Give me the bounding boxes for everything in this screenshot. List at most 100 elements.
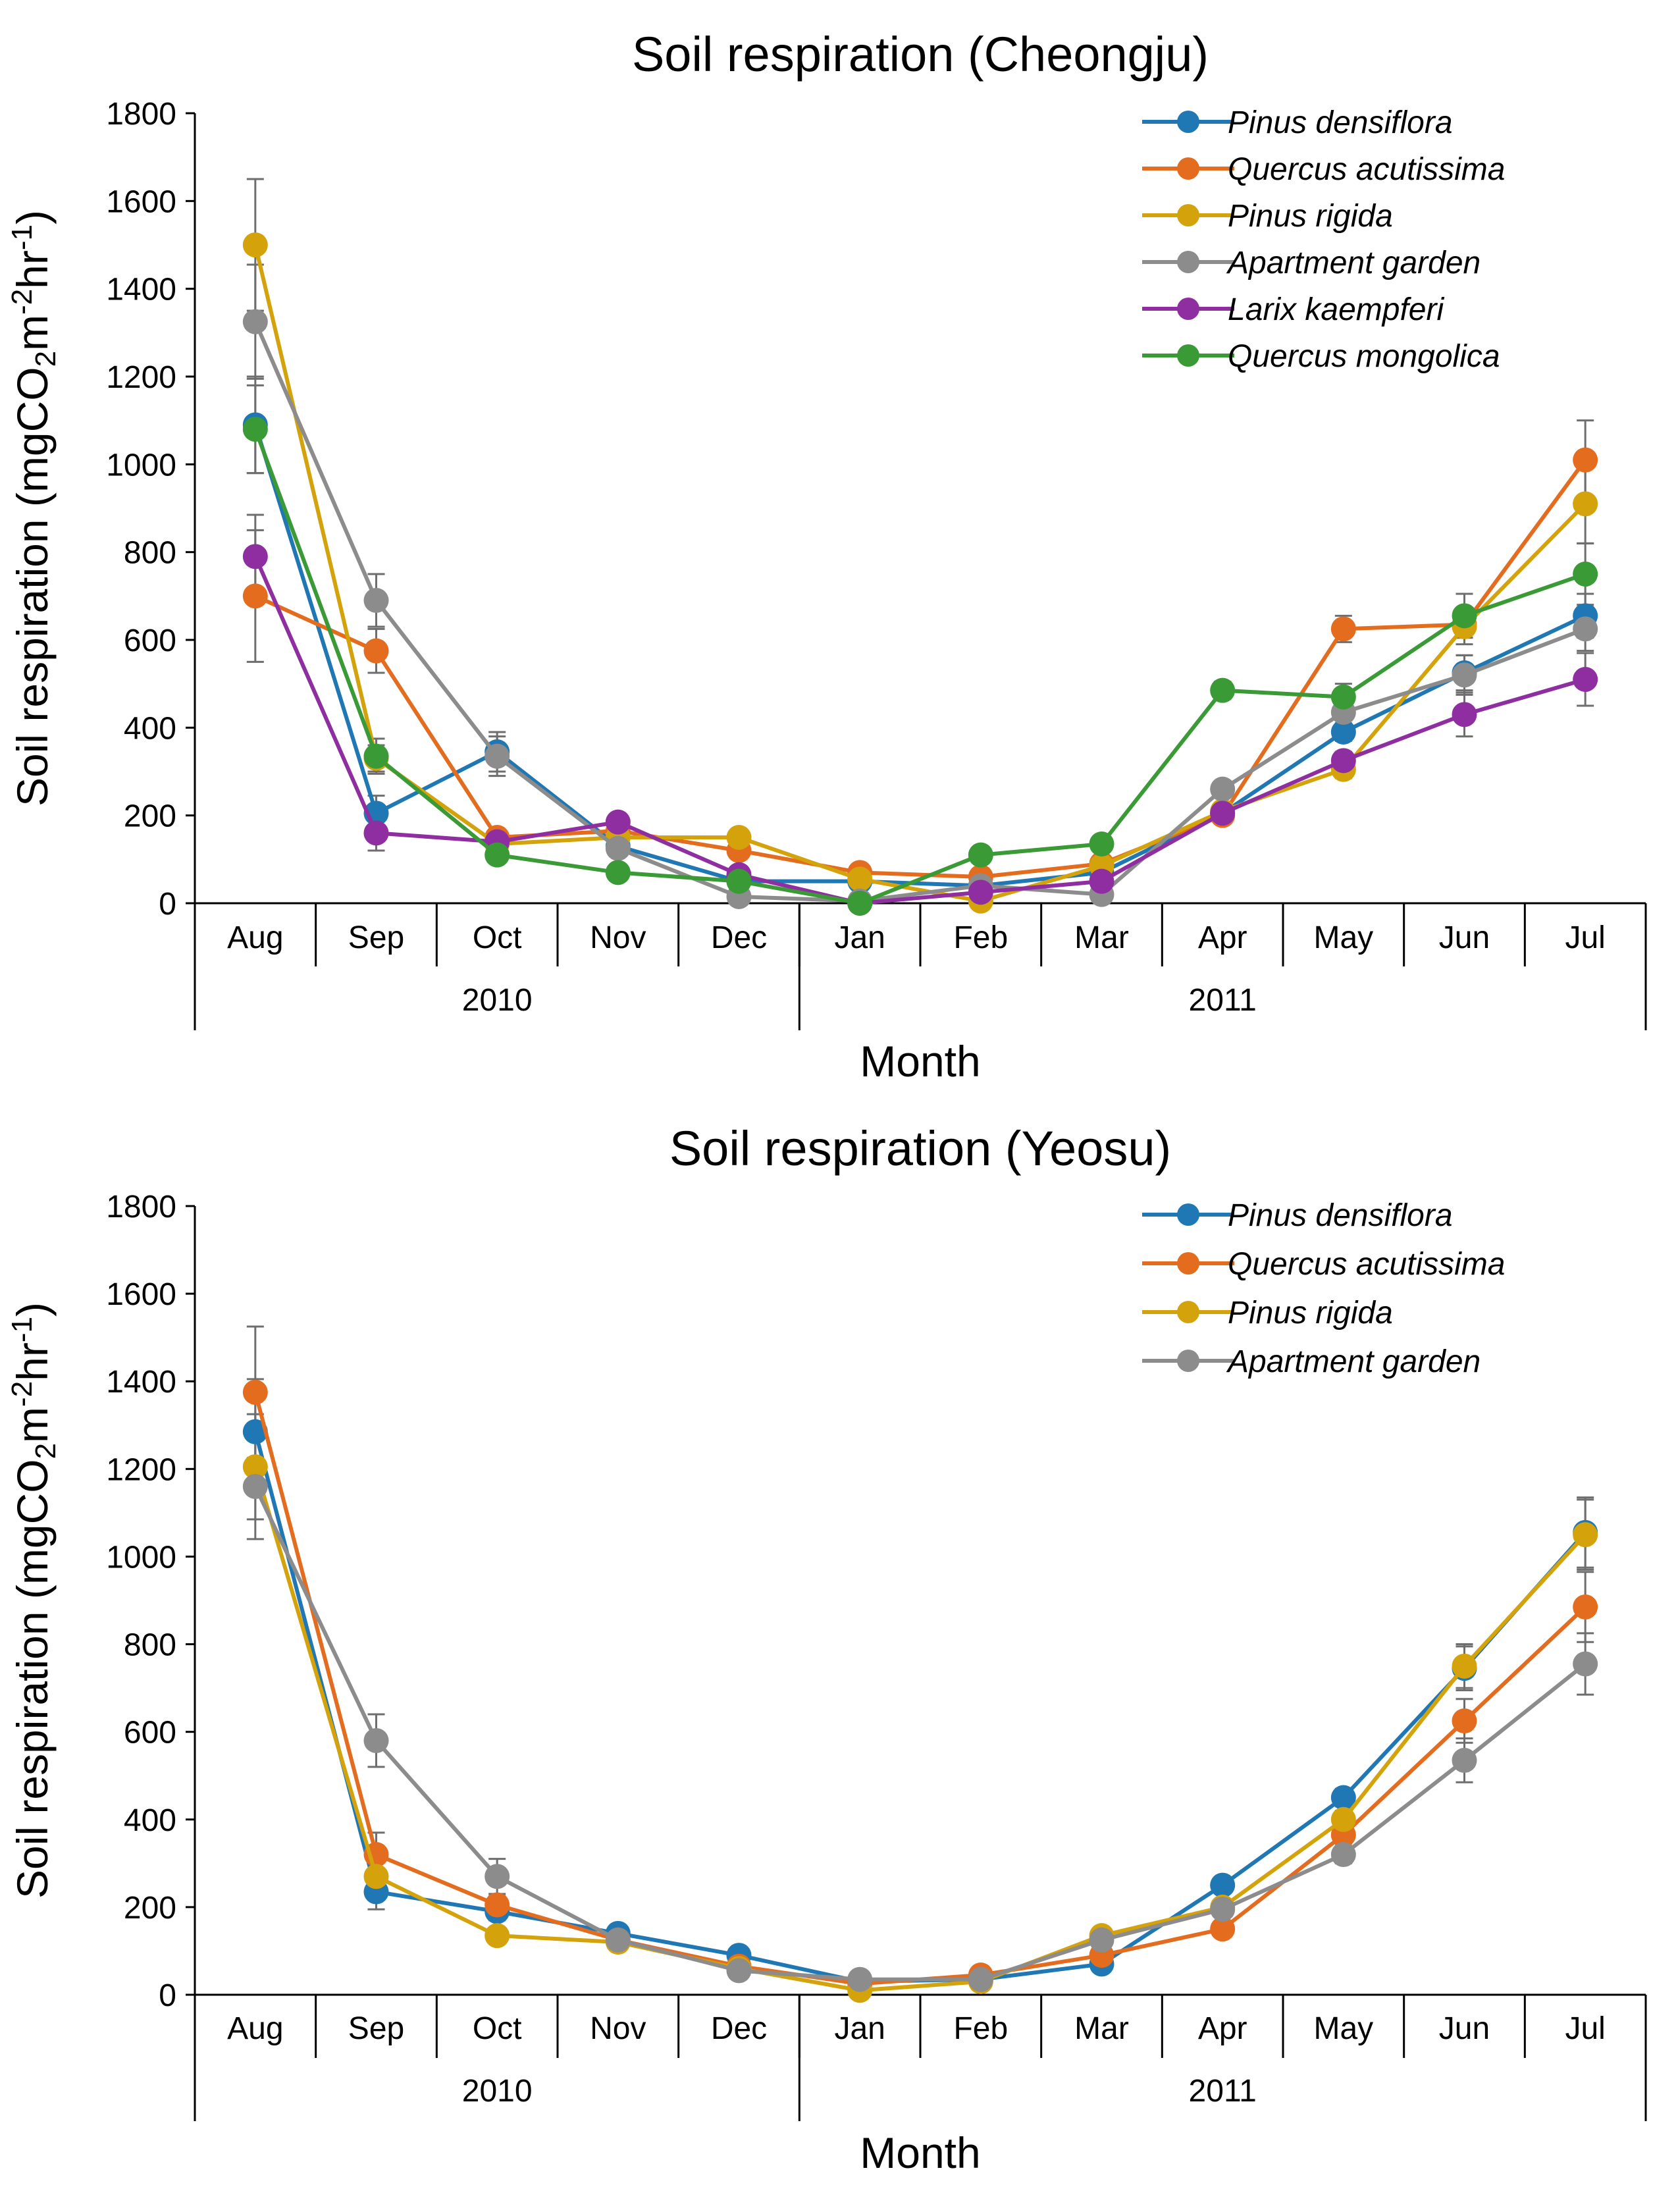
legend-marker <box>1177 1301 1199 1323</box>
data-point <box>1330 1785 1356 1810</box>
data-point <box>1089 831 1114 856</box>
year-label: 2011 <box>1189 983 1257 1018</box>
series-line <box>253 321 1586 903</box>
x-tick-label: Feb <box>953 920 1008 955</box>
chart-panel-1: Soil respiration (Cheongju) 0 200 400 600 800… <box>6 27 1647 1086</box>
data-point <box>1330 1842 1356 1868</box>
data-point <box>605 809 631 835</box>
y-tick-label: 200 <box>124 799 176 834</box>
y-tick-label: 400 <box>124 1803 176 1838</box>
data-point <box>1330 720 1356 745</box>
year-label: 2010 <box>462 2074 533 2109</box>
data-point <box>1573 1651 1598 1677</box>
x-tick-label: May <box>1313 920 1373 955</box>
data-point <box>1210 677 1236 703</box>
data-point <box>1330 748 1356 774</box>
y-tick-label: 1200 <box>106 1452 176 1487</box>
data-point <box>1452 702 1477 727</box>
y-tick-label: 0 <box>159 887 176 922</box>
data-point <box>847 1966 873 1992</box>
x-tick-label: Jan <box>834 920 885 955</box>
data-point <box>847 866 873 892</box>
y-tick-label: 1400 <box>106 273 176 307</box>
y-tick-label: 1200 <box>106 360 176 395</box>
x-tick-label: Aug <box>227 920 283 955</box>
legend-label: Pinus rigida <box>1228 1296 1393 1330</box>
y-tick-label: 1000 <box>106 1540 176 1575</box>
x-tick-label: Dec <box>711 920 767 955</box>
data-point <box>242 1379 268 1405</box>
data-point <box>363 588 389 613</box>
legend-label: Quercus acutissima <box>1228 1247 1505 1282</box>
legend-label: Apartment garden <box>1226 246 1481 280</box>
data-point <box>1573 447 1598 473</box>
data-point <box>1330 1806 1356 1832</box>
data-point <box>1452 1708 1477 1734</box>
x-tick-label: Feb <box>953 2011 1008 2046</box>
data-point <box>485 1892 510 1918</box>
data-point <box>968 880 993 905</box>
legend-label: Pinus densiflora <box>1228 105 1453 140</box>
data-point <box>242 1419 268 1444</box>
data-point <box>242 544 268 569</box>
x-tick-label: Jul <box>1565 920 1605 955</box>
data-point <box>1573 1594 1598 1620</box>
data-point <box>605 835 631 861</box>
data-point <box>363 638 389 664</box>
x-axis-title: Month <box>860 1037 980 1086</box>
x-tick-label: Jun <box>1439 2011 1490 2046</box>
data-point <box>242 309 268 334</box>
legend-marker <box>1177 1350 1199 1372</box>
data-point <box>363 1864 389 1889</box>
data-point <box>1573 491 1598 517</box>
y-tick-label: 1800 <box>106 97 176 132</box>
data-point <box>1210 1897 1236 1922</box>
x-tick-label: Mar <box>1074 920 1129 955</box>
data-point <box>363 820 389 846</box>
data-point <box>847 891 873 916</box>
data-point <box>242 1473 268 1499</box>
data-point <box>242 583 268 609</box>
legend-label: Larix kaempferi <box>1228 292 1444 327</box>
y-tick-label: 600 <box>124 623 176 658</box>
legend-marker <box>1177 344 1199 367</box>
legend-label: Quercus acutissima <box>1228 152 1505 187</box>
data-point <box>1330 616 1356 642</box>
data-point <box>968 1966 993 1992</box>
x-tick-label: Jul <box>1565 2011 1605 2046</box>
data-point <box>1089 1927 1114 1953</box>
series-line <box>253 1431 1587 1984</box>
data-point <box>968 842 993 868</box>
data-point <box>726 1958 752 1984</box>
y-axis-title: Soil respiration (mgCO2m-2hr-1) <box>6 210 62 806</box>
x-tick-label: Jan <box>834 2011 885 2046</box>
x-tick-label: Sep <box>348 920 404 955</box>
y-tick-label: 1600 <box>106 184 176 219</box>
data-point <box>1452 1653 1477 1679</box>
data-point <box>605 860 631 885</box>
x-tick-label: Apr <box>1198 2011 1247 2046</box>
chart-title: Soil respiration (Yeosu) <box>669 1121 1171 1176</box>
y-tick-label: 1600 <box>106 1277 176 1312</box>
series-line <box>253 428 1586 905</box>
legend-label: Pinus densiflora <box>1228 1198 1453 1233</box>
data-point <box>1210 776 1236 802</box>
y-tick-label: 1400 <box>106 1365 176 1400</box>
data-point <box>1452 1747 1477 1773</box>
x-tick-label: Nov <box>590 2011 646 2046</box>
series-line <box>253 1392 1587 1986</box>
y-tick-label: 1000 <box>106 448 176 483</box>
y-tick-label: 200 <box>124 1891 176 1926</box>
x-tick-label: Aug <box>227 2011 283 2046</box>
data-point <box>1573 667 1598 692</box>
series-line <box>254 458 1587 879</box>
data-point <box>1573 562 1598 587</box>
legend-marker <box>1177 1203 1199 1226</box>
y-tick-label: 400 <box>124 711 176 746</box>
data-point <box>1210 1916 1236 1942</box>
x-tick-label: Jun <box>1439 920 1490 955</box>
data-point <box>242 232 268 257</box>
x-tick-label: May <box>1313 2011 1373 2046</box>
series-line <box>253 244 1587 903</box>
